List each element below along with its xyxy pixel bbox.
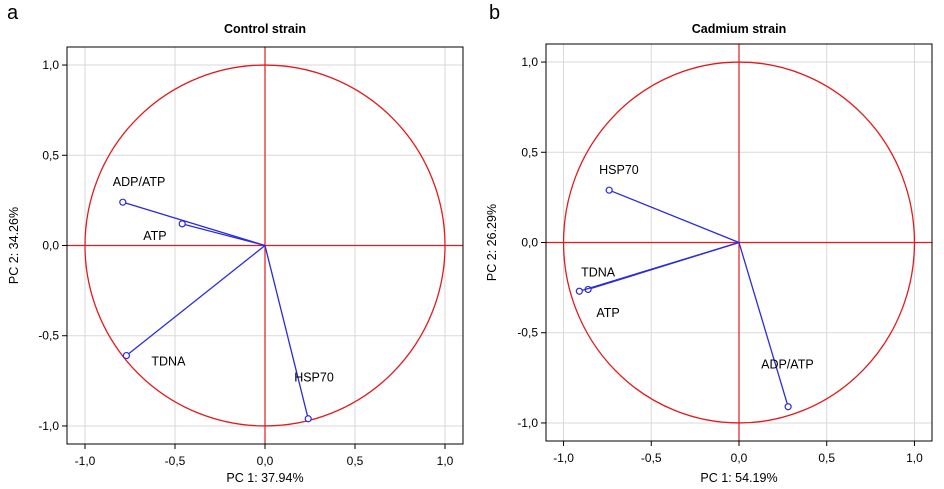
loading-point-hsp70 [605, 186, 613, 194]
y-tick-label: -0,5 [517, 326, 538, 340]
loading-point-hsp70 [304, 415, 312, 423]
variable-label-adp-atp: ADP/ATP [113, 175, 166, 189]
x-tick-label: 1,0 [906, 451, 923, 465]
loading-point-adp-atp [784, 403, 792, 411]
y-tick-label: 0,5 [521, 145, 538, 159]
x-tick-label: 0,5 [818, 451, 835, 465]
y-tick-label: 1,0 [521, 55, 538, 69]
loading-vector-atp [579, 241, 740, 292]
y-axis-label: PC 2: 26.29% [485, 204, 499, 281]
x-tick-label: -0,5 [641, 451, 662, 465]
variable-label-tdna: TDNA [581, 265, 616, 279]
x-axis-label: PC 1: 37.94% [226, 471, 303, 485]
chart-title: Cadmium strain [692, 22, 786, 36]
loading-vector-adp-atp [122, 201, 266, 247]
loading-point-atp [575, 287, 583, 295]
variable-label-hsp70: HSP70 [599, 163, 639, 177]
y-tick-label: 1,0 [42, 58, 59, 72]
loading-point-adp-atp [119, 198, 127, 206]
x-tick-label: -1,0 [553, 451, 574, 465]
y-tick-label: 0,0 [42, 239, 59, 253]
variable-label-adp-atp: ADP/ATP [761, 358, 814, 372]
x-tick-label: 1,0 [437, 454, 454, 468]
y-tick-label: 0,5 [42, 148, 59, 162]
x-tick-label: -0,5 [165, 454, 186, 468]
chart-panel-b: b Cadmium strain -1,0 -0,5 0,0 0,5 1,0 -1,0 -0,… [478, 0, 944, 489]
loading-vector-atp [182, 223, 266, 247]
x-tick-label: 0,0 [731, 451, 748, 465]
y-tick-label: -0,5 [38, 329, 59, 343]
panel-letter-a: a [7, 2, 19, 24]
loading-point-atp [178, 220, 186, 228]
loading-vector-hsp70 [264, 245, 309, 419]
y-axis-label: PC 2: 34.26% [7, 207, 21, 284]
variable-label-atp: ATP [143, 229, 166, 243]
panel-letter-b: b [489, 2, 501, 24]
chart-title: Control strain [224, 22, 306, 36]
variable-label-tdna: TDNA [151, 355, 186, 369]
loading-vector-hsp70 [608, 189, 740, 244]
x-tick-label: 0,0 [257, 454, 274, 468]
loading-vector-tdna [125, 244, 266, 357]
y-tick-label: -1,0 [517, 416, 538, 430]
pca-loading-plot-cadmium: Cadmium strain -1,0 -0,5 0,0 0,5 1,0 -1,0 -0,5 0… [485, 22, 933, 485]
unit-circle [84, 64, 446, 427]
y-tick-label: 0,0 [521, 236, 538, 250]
variable-label-atp: ATP [596, 306, 619, 320]
unit-circle [562, 61, 916, 424]
x-axis-label: PC 1: 54.19% [700, 471, 777, 485]
pca-loading-plot-control: Control strain -1,0 -0,5 0,0 0,5 1,0 -1,0 -0,5 0… [7, 22, 464, 485]
x-tick-label: 0,5 [347, 454, 364, 468]
loading-point-tdna [122, 351, 131, 360]
chart-panel-a: a Control strain -1,0 -0,5 0,0 0,5 1,0 -1,0 -0,… [7, 2, 464, 485]
x-tick-label: -1,0 [75, 454, 96, 468]
loading-vector-adp-atp [738, 242, 789, 407]
y-tick-label: -1,0 [38, 419, 59, 433]
variable-label-hsp70: HSP70 [294, 371, 334, 385]
